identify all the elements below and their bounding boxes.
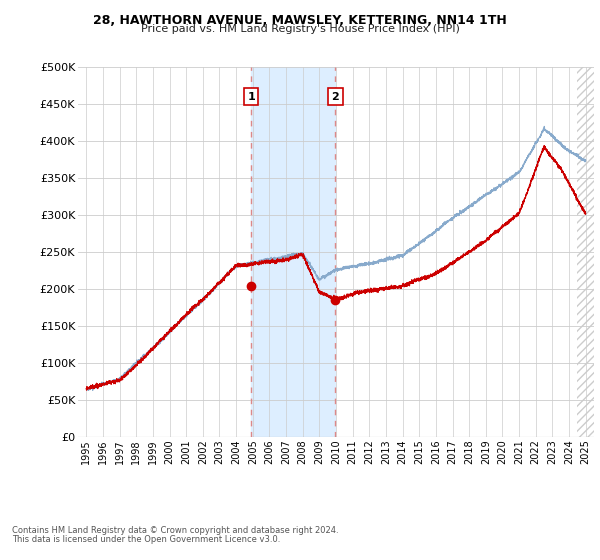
Bar [577, 67, 594, 437]
Bar [251, 67, 335, 437]
Text: 1: 1 [247, 92, 255, 102]
Bar [577, 67, 594, 437]
Text: 28, HAWTHORN AVENUE, MAWSLEY, KETTERING, NN14 1TH: 28, HAWTHORN AVENUE, MAWSLEY, KETTERING,… [93, 14, 507, 27]
Text: Contains HM Land Registry data © Crown copyright and database right 2024.: Contains HM Land Registry data © Crown c… [12, 526, 338, 535]
Text: This data is licensed under the Open Government Licence v3.0.: This data is licensed under the Open Gov… [12, 535, 280, 544]
Text: Price paid vs. HM Land Registry's House Price Index (HPI): Price paid vs. HM Land Registry's House … [140, 24, 460, 34]
Text: 2: 2 [331, 92, 339, 102]
